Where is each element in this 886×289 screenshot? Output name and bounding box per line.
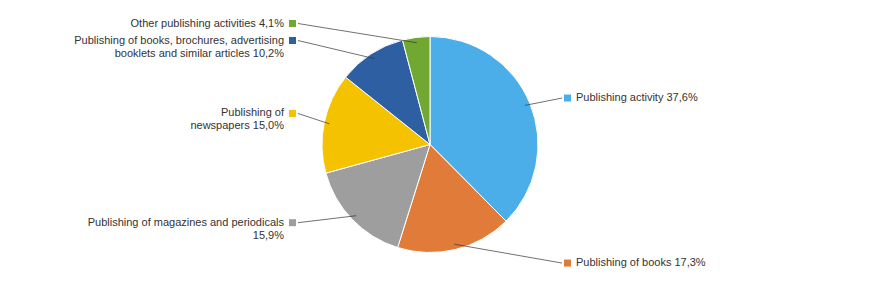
slice-label: Publishing ofnewspapers 15,0% [190,106,284,131]
label-swatch [289,37,296,44]
leader-line [298,41,374,59]
slice-label: Publishing of magazines and periodicals1… [88,216,285,241]
slice-label-line: Publishing of [221,106,285,118]
leader-line [298,113,329,123]
slice-label-line: booklets and similar articles 10,2% [115,46,285,58]
slice-label-line: newspapers 15,0% [190,119,284,131]
slice-label-line: Publishing of books 17,3% [576,256,706,268]
label-swatch [289,20,296,27]
slice-label-line: Publishing of magazines and periodicals [88,216,285,228]
leader-line [298,24,417,43]
slice-label: Publishing of books 17,3% [576,256,706,268]
slice-label: Publishing of books, brochures, advertis… [74,33,284,58]
chart: Publishing activity 37,6% Publishing of b… [0,0,886,289]
label-swatch [564,95,571,102]
slice-label-line: 15,9% [253,229,284,241]
leader-line [298,216,356,223]
label-swatch [289,219,296,226]
pie [322,37,538,253]
label-swatch [289,110,296,117]
slice-label: Other publishing activities 4,1% [131,16,285,28]
leader-line [454,244,562,263]
slice-label: Publishing activity 37,6% [576,91,698,103]
leader-line [525,98,562,105]
slice-label-line: Publishing of books, brochures, advertis… [74,33,284,45]
labels: Publishing activity 37,6% Publishing of b… [74,16,706,268]
label-swatch [564,260,571,267]
slice-label-line: Other publishing activities 4,1% [131,16,285,28]
slice-label-line: Publishing activity 37,6% [576,91,698,103]
pie-slice [403,37,430,145]
